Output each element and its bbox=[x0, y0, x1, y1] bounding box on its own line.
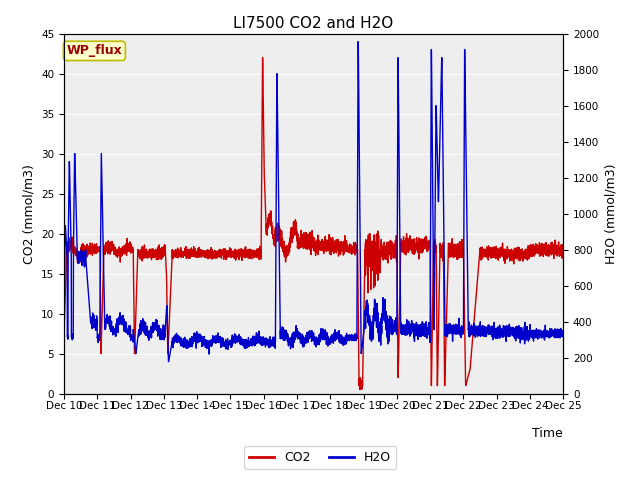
CO2 bbox=[559, 248, 567, 254]
H2O bbox=[398, 324, 406, 330]
CO2 bbox=[259, 55, 266, 60]
H2O bbox=[295, 330, 303, 336]
H2O bbox=[164, 359, 172, 364]
CO2 bbox=[559, 250, 566, 255]
H2O bbox=[355, 39, 362, 45]
Y-axis label: CO2 (mmol/m3): CO2 (mmol/m3) bbox=[22, 164, 35, 264]
H2O bbox=[60, 311, 68, 316]
H2O bbox=[559, 330, 567, 336]
Y-axis label: H2O (mmol/m3): H2O (mmol/m3) bbox=[605, 163, 618, 264]
H2O bbox=[559, 334, 566, 340]
Line: H2O: H2O bbox=[64, 42, 563, 361]
CO2 bbox=[454, 247, 461, 252]
Text: Time: Time bbox=[532, 427, 563, 440]
H2O bbox=[426, 330, 433, 336]
Text: WP_flux: WP_flux bbox=[67, 45, 122, 58]
Title: LI7500 CO2 and H2O: LI7500 CO2 and H2O bbox=[234, 16, 394, 31]
CO2 bbox=[150, 250, 157, 256]
Line: CO2: CO2 bbox=[64, 58, 563, 389]
CO2 bbox=[398, 248, 406, 254]
H2O bbox=[150, 322, 157, 328]
CO2 bbox=[295, 240, 303, 246]
CO2 bbox=[356, 386, 364, 392]
CO2 bbox=[426, 246, 433, 252]
CO2 bbox=[60, 331, 68, 336]
H2O bbox=[454, 330, 461, 336]
Legend: CO2, H2O: CO2, H2O bbox=[244, 446, 396, 469]
